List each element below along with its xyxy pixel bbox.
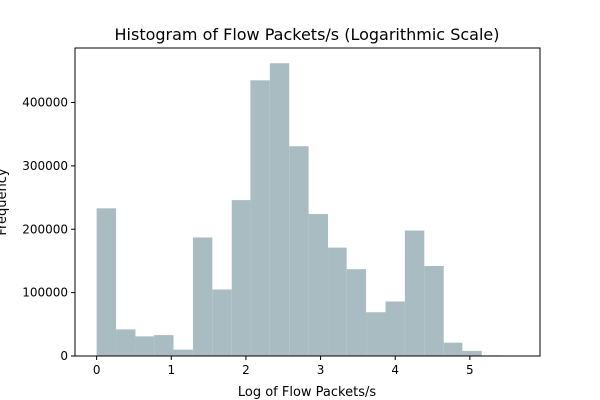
x-tick-label: 3 — [317, 363, 325, 377]
histogram-bar-19 — [462, 350, 482, 356]
chart-title: Histogram of Flow Packets/s (Logarithmic… — [115, 25, 500, 44]
histogram-bar-17 — [424, 266, 444, 356]
histogram-bar-11 — [308, 214, 329, 356]
y-tick-label: 100000 — [22, 286, 68, 300]
y-axis-ticks: 0 100000 200000 300000 400000 — [22, 96, 75, 363]
histogram-bar-0 — [96, 208, 117, 356]
x-tick-label: 1 — [167, 363, 175, 377]
y-tick-label: 400000 — [22, 96, 68, 110]
histogram-bar-8 — [250, 80, 270, 356]
histogram-bar-7 — [231, 200, 251, 356]
histogram-bar-16 — [404, 230, 425, 356]
plot-frame — [74, 47, 541, 357]
x-tick-label: 0 — [93, 363, 101, 377]
histogram-bar-14 — [366, 312, 386, 356]
x-tick-label: 4 — [391, 363, 399, 377]
x-tick-label: 2 — [242, 363, 250, 377]
histogram-bar-13 — [346, 269, 367, 356]
histogram-bar-6 — [212, 289, 232, 356]
y-tick-label: 200000 — [22, 222, 68, 236]
histogram-bar-4 — [173, 349, 193, 356]
y-tick-label: 0 — [60, 349, 68, 363]
histogram-bar-10 — [289, 146, 309, 356]
histogram-bar-1 — [116, 329, 136, 356]
y-axis-label: Frequency — [0, 168, 10, 235]
x-axis-ticks: 0 1 2 3 4 5 — [93, 356, 474, 377]
x-tick-label: 5 — [466, 363, 474, 377]
histogram-bar-12 — [328, 247, 347, 356]
histogram-bar-18 — [443, 342, 463, 356]
y-tick-label: 300000 — [22, 159, 68, 173]
histogram-bar-3 — [154, 335, 174, 356]
x-axis-label: Log of Flow Packets/s — [238, 385, 377, 400]
bars-group — [96, 63, 521, 357]
histogram-bar-5 — [192, 237, 213, 356]
histogram-bar-9 — [269, 63, 290, 357]
histogram-bar-15 — [385, 301, 405, 356]
histogram-bar-2 — [135, 336, 155, 356]
